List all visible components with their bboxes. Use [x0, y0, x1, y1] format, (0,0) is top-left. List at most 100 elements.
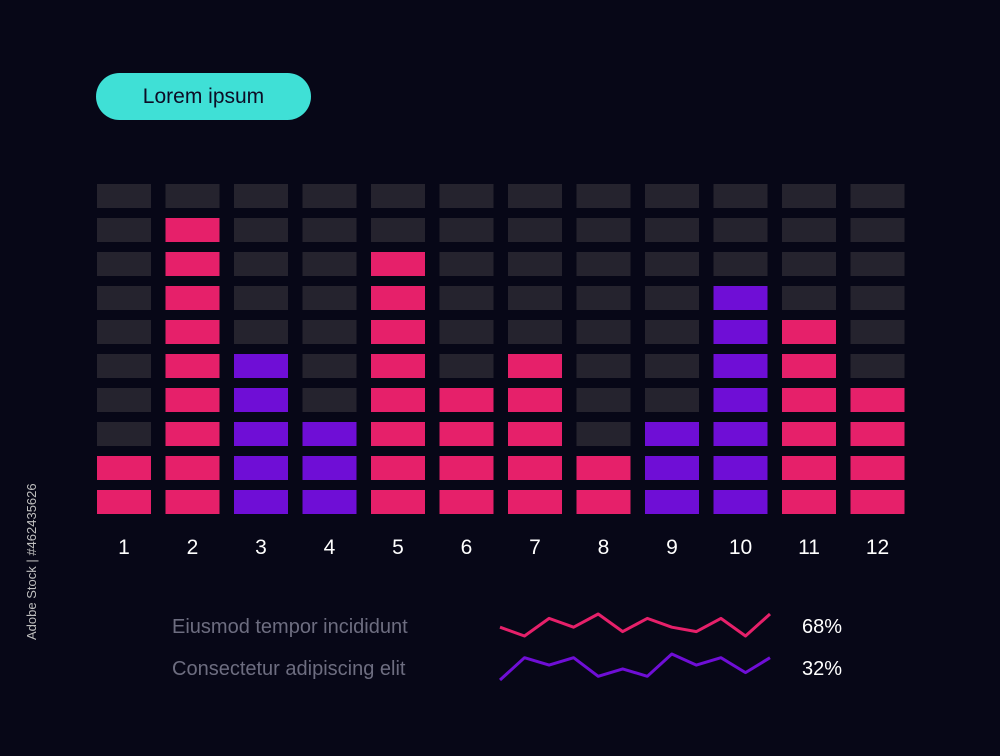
empty-segment — [508, 218, 562, 242]
bar-segment — [302, 456, 357, 480]
empty-segment — [645, 388, 699, 412]
bar-segment — [782, 456, 836, 480]
empty-segment — [97, 388, 151, 412]
empty-segment — [234, 252, 288, 276]
empty-segment — [645, 354, 699, 378]
x-tick-label: 7 — [529, 536, 541, 559]
bar-segment — [713, 354, 768, 378]
bar-segment — [165, 320, 220, 344]
empty-segment — [234, 286, 288, 310]
empty-segment — [165, 184, 220, 208]
x-tick-label: 2 — [187, 536, 199, 559]
bar-segment — [645, 456, 699, 480]
empty-segment — [439, 184, 494, 208]
bar-segment — [713, 422, 768, 446]
bar-segment — [645, 490, 699, 514]
bar-segment — [234, 490, 288, 514]
empty-segment — [782, 184, 836, 208]
bar-segment — [645, 422, 699, 446]
bar-segment — [576, 456, 631, 480]
legend-value-consectetur: 32% — [802, 658, 843, 680]
empty-segment — [302, 252, 357, 276]
empty-segment — [97, 252, 151, 276]
empty-segment — [97, 286, 151, 310]
bar-segment — [439, 456, 494, 480]
bar-segment — [234, 456, 288, 480]
bar-segment — [165, 286, 220, 310]
bar-segment — [850, 456, 905, 480]
legend-sparkline — [499, 612, 772, 638]
bar-segment — [439, 422, 494, 446]
empty-segment — [302, 388, 357, 412]
x-tick-label: 11 — [798, 536, 820, 559]
legend-label-eiusmod: Eiusmod tempor incididunt — [172, 616, 408, 638]
x-tick-label: 6 — [461, 536, 473, 559]
empty-segment — [439, 320, 494, 344]
empty-segment — [234, 320, 288, 344]
bar-segment — [713, 286, 768, 310]
bar-segment — [850, 388, 905, 412]
bar-segment — [508, 490, 562, 514]
empty-segment — [576, 320, 631, 344]
bar-segment — [165, 388, 220, 412]
empty-segment — [850, 184, 905, 208]
bar-segment — [850, 490, 905, 514]
bar-segment — [713, 490, 768, 514]
stock-credit: Adobe Stock | #462435626 — [24, 483, 39, 640]
bar-segment — [371, 490, 425, 514]
empty-segment — [439, 252, 494, 276]
empty-segment — [302, 286, 357, 310]
x-tick-label: 12 — [866, 536, 889, 559]
empty-segment — [371, 218, 425, 242]
bar-segment — [508, 354, 562, 378]
empty-segment — [97, 218, 151, 242]
empty-segment — [576, 388, 631, 412]
legend-value-eiusmod: 68% — [802, 616, 843, 638]
bar-segment — [439, 490, 494, 514]
x-tick-label: 10 — [729, 536, 752, 559]
empty-segment — [850, 354, 905, 378]
empty-segment — [850, 320, 905, 344]
empty-segment — [97, 422, 151, 446]
x-tick-label: 9 — [666, 536, 678, 559]
bar-segment — [371, 252, 425, 276]
empty-segment — [234, 218, 288, 242]
empty-segment — [508, 286, 562, 310]
empty-segment — [850, 218, 905, 242]
bar-segment — [165, 218, 220, 242]
bar-segment — [782, 388, 836, 412]
empty-segment — [371, 184, 425, 208]
empty-segment — [713, 218, 768, 242]
bar-segment — [234, 422, 288, 446]
bar-segment — [165, 354, 220, 378]
bar-segment — [97, 490, 151, 514]
bar-segment — [508, 456, 562, 480]
bar-segment — [850, 422, 905, 446]
bar-segment — [234, 388, 288, 412]
bar-segment — [165, 422, 220, 446]
bar-segment — [713, 456, 768, 480]
empty-segment — [97, 354, 151, 378]
bar-segment — [302, 422, 357, 446]
empty-segment — [645, 218, 699, 242]
empty-segment — [97, 184, 151, 208]
chart-title: Lorem ipsum — [142, 84, 265, 108]
empty-segment — [508, 252, 562, 276]
empty-segment — [645, 286, 699, 310]
empty-segment — [782, 218, 836, 242]
bar-segment — [713, 388, 768, 412]
empty-segment — [782, 252, 836, 276]
empty-segment — [713, 252, 768, 276]
bar-segment — [713, 320, 768, 344]
bar-segment — [234, 354, 288, 378]
bar-segment — [508, 422, 562, 446]
empty-segment — [645, 320, 699, 344]
bar-segment — [371, 456, 425, 480]
empty-segment — [576, 252, 631, 276]
empty-segment — [439, 218, 494, 242]
x-tick-label: 1 — [118, 536, 130, 559]
legend-label-consectetur: Consectetur adipiscing elit — [172, 658, 406, 680]
bar-segment — [782, 354, 836, 378]
empty-segment — [850, 286, 905, 310]
